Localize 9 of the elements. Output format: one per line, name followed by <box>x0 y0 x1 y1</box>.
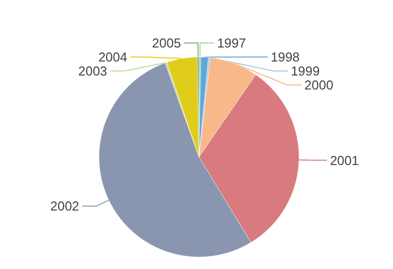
slice-label: 2002 <box>50 198 80 214</box>
slice-label: 1999 <box>290 64 320 79</box>
slice-label: 1998 <box>270 50 300 65</box>
slice-label: 2000 <box>304 78 334 93</box>
slice-label: 2005 <box>152 36 181 51</box>
slice-label: 1997 <box>217 36 246 51</box>
slice-label: 2003 <box>78 64 108 79</box>
slice-label: 2004 <box>98 50 128 65</box>
slice-label: 2001 <box>330 152 359 168</box>
